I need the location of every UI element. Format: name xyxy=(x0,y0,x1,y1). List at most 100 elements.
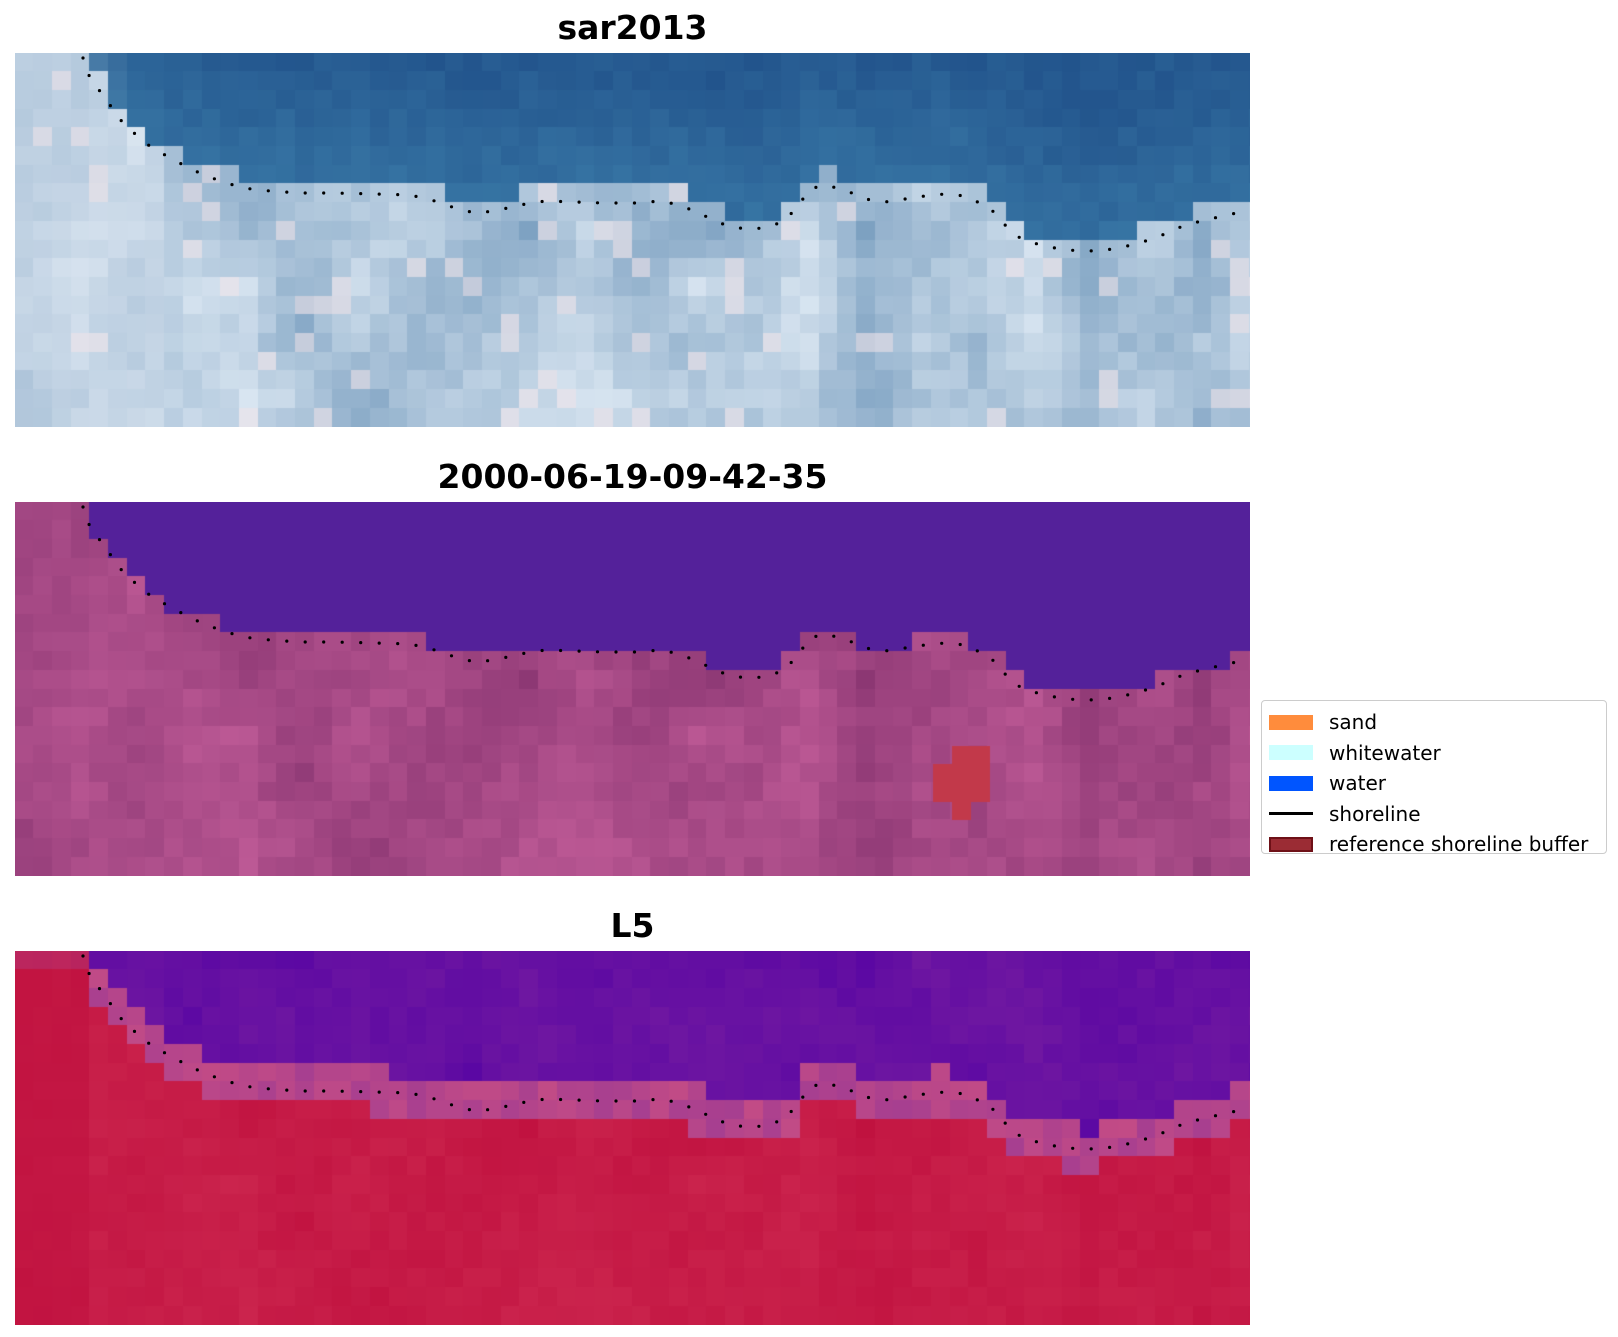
shoreline-point xyxy=(132,580,137,584)
shoreline-point xyxy=(595,1099,600,1103)
shoreline-point xyxy=(195,170,199,174)
shoreline-point xyxy=(486,210,490,214)
shoreline-point xyxy=(559,199,563,204)
shoreline-point xyxy=(414,1092,418,1096)
shoreline-point xyxy=(195,619,199,623)
shoreline-point xyxy=(1178,674,1182,678)
shoreline-point xyxy=(486,659,490,663)
legend-label-shoreline: shoreline xyxy=(1329,801,1421,826)
shoreline-point xyxy=(921,643,925,647)
shoreline-point xyxy=(179,1060,183,1064)
shoreline-point xyxy=(248,1085,252,1089)
shoreline-point xyxy=(1017,235,1021,239)
rgb-satellite-image xyxy=(15,53,1250,427)
legend-line-shoreline xyxy=(1269,812,1313,816)
shoreline-point xyxy=(1143,688,1148,692)
index-image-panel xyxy=(15,951,1250,1325)
shoreline-point xyxy=(97,538,102,542)
shoreline-point xyxy=(195,1068,199,1072)
shoreline-point xyxy=(775,671,779,675)
legend-item-water: water xyxy=(1262,768,1606,799)
shoreline-point xyxy=(757,675,761,679)
shoreline-point xyxy=(1071,697,1075,701)
shoreline-point xyxy=(396,642,400,646)
panel-title-index: L5 xyxy=(610,906,655,945)
shoreline-point xyxy=(322,1089,326,1093)
shoreline-point xyxy=(212,177,216,181)
shoreline-point xyxy=(1126,244,1130,248)
shoreline-point xyxy=(248,187,252,191)
shoreline-point xyxy=(738,1124,743,1128)
shoreline-point xyxy=(1126,1142,1130,1146)
shoreline-point xyxy=(1232,212,1236,216)
legend-item-sand: sand xyxy=(1262,707,1606,738)
shoreline-overlay-rgb xyxy=(81,56,1236,253)
shoreline-point xyxy=(975,200,979,204)
panel-title-rgb: sar2013 xyxy=(557,8,708,47)
shoreline-point xyxy=(1143,1137,1148,1141)
shoreline-point xyxy=(1126,693,1130,697)
shoreline-point xyxy=(396,1091,400,1095)
shoreline-point xyxy=(108,104,112,108)
legend-label-whitewater: whitewater xyxy=(1329,740,1441,765)
shoreline-point xyxy=(108,1002,112,1006)
shoreline-point xyxy=(991,658,995,662)
shoreline-point xyxy=(340,640,344,644)
shoreline-point xyxy=(396,193,400,197)
shoreline-point xyxy=(940,641,944,645)
shoreline-point xyxy=(432,1097,436,1101)
shoreline-point xyxy=(359,641,363,645)
shoreline-point xyxy=(132,131,137,135)
shoreline-point xyxy=(921,194,925,198)
shoreline-point xyxy=(432,648,436,652)
legend-label-sand: sand xyxy=(1329,710,1378,735)
shoreline-point xyxy=(1213,1114,1218,1118)
shoreline-point xyxy=(449,654,454,658)
shoreline-point xyxy=(147,143,151,147)
shoreline-point xyxy=(486,1108,490,1112)
shoreline-point xyxy=(903,646,907,650)
legend-swatch-water xyxy=(1269,775,1313,791)
shoreline-point xyxy=(162,153,167,157)
shoreline-point xyxy=(212,1075,216,1079)
shoreline-point xyxy=(97,987,102,991)
legend-swatch-reference-buffer xyxy=(1269,836,1313,852)
shoreline-point xyxy=(303,1089,307,1093)
shoreline-point xyxy=(340,191,344,195)
shoreline-point xyxy=(266,1087,270,1091)
shoreline-point xyxy=(230,1081,234,1085)
shoreline-point xyxy=(632,650,637,654)
shoreline-point xyxy=(704,663,708,667)
shoreline-point xyxy=(414,643,418,647)
classified-image-panel xyxy=(15,502,1250,876)
shoreline-point xyxy=(340,1089,344,1093)
shoreline-point xyxy=(885,1098,889,1102)
shoreline-point xyxy=(504,1104,508,1108)
shoreline-point xyxy=(704,214,708,218)
shoreline-point xyxy=(1108,1145,1112,1149)
shoreline-point xyxy=(577,1098,581,1102)
shoreline-point xyxy=(866,197,871,202)
shoreline-point xyxy=(738,226,743,230)
shoreline-point xyxy=(132,1029,137,1033)
shoreline-point xyxy=(285,1088,289,1092)
shoreline-point xyxy=(266,638,270,642)
shoreline-point xyxy=(577,649,581,653)
legend-item-shoreline: shoreline xyxy=(1262,799,1606,830)
shoreline-point xyxy=(789,1109,793,1114)
legend-item-reference-buffer: reference shoreline buffer xyxy=(1262,829,1606,860)
shoreline-point xyxy=(467,659,471,663)
shoreline-point xyxy=(1052,1144,1056,1148)
index-satellite-image xyxy=(15,951,1250,1325)
shoreline-point xyxy=(1195,669,1200,673)
shoreline-point xyxy=(1089,249,1093,253)
shoreline-point xyxy=(1232,1110,1236,1114)
legend-swatch-whitewater xyxy=(1269,745,1313,761)
shoreline-point xyxy=(285,190,289,194)
shoreline-point xyxy=(248,636,252,640)
shoreline-point xyxy=(1178,225,1182,229)
panel-title-classified: 2000-06-19-09-42-35 xyxy=(437,457,828,496)
shoreline-point xyxy=(1178,1123,1182,1127)
shoreline-point xyxy=(903,197,907,201)
shoreline-point xyxy=(87,522,91,527)
